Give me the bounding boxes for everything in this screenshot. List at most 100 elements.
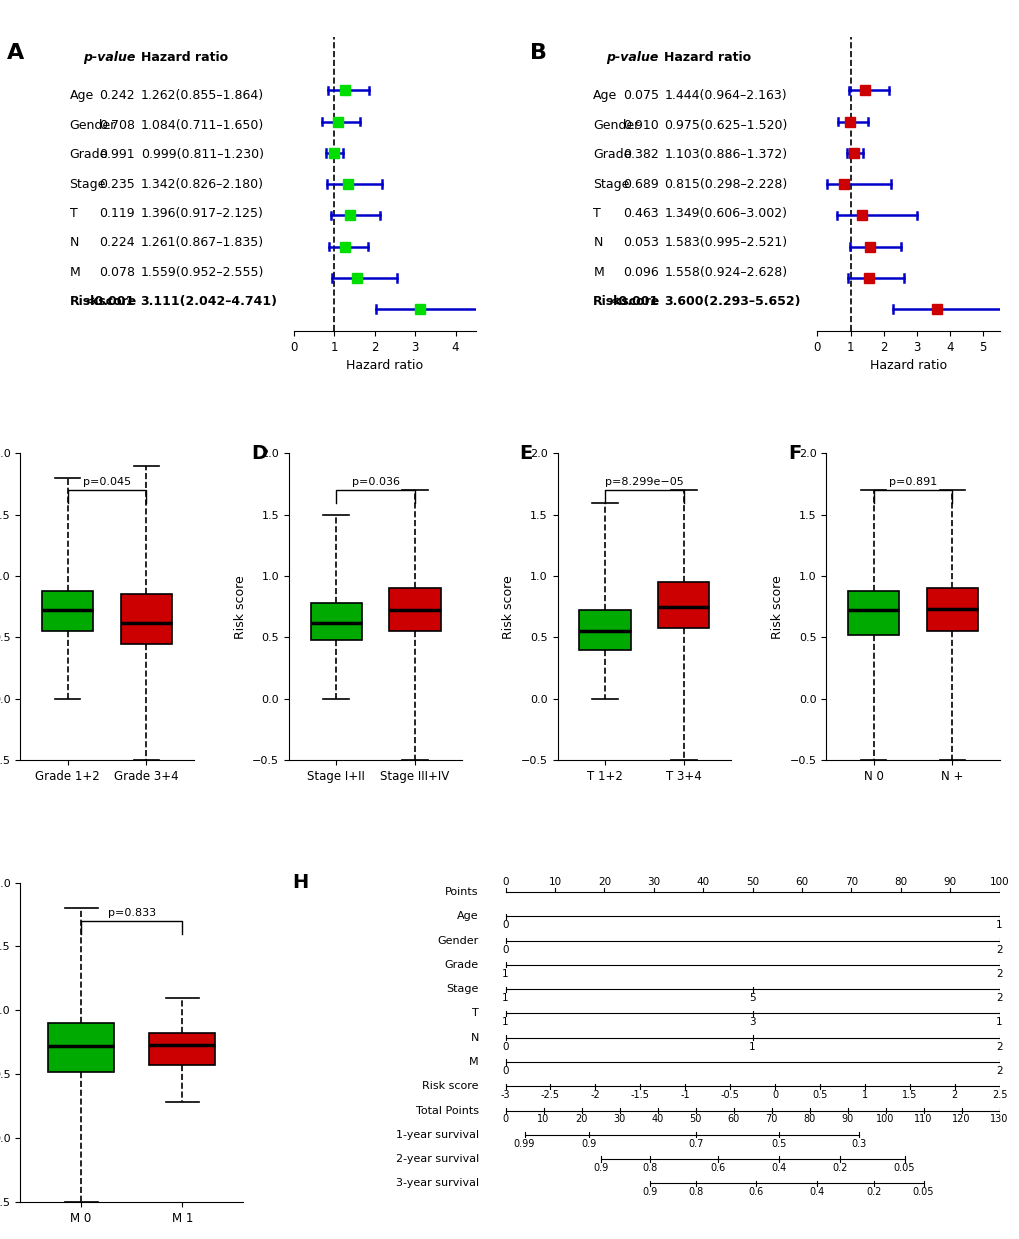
Text: 40: 40	[696, 877, 709, 887]
Text: Riskscore: Riskscore	[69, 295, 137, 309]
Text: 1: 1	[501, 969, 508, 979]
Text: 0.8: 0.8	[687, 1187, 702, 1197]
Text: 0.3: 0.3	[851, 1139, 866, 1149]
Text: Gender: Gender	[69, 119, 116, 131]
Text: 120: 120	[952, 1114, 970, 1124]
Text: 1.103(0.886–1.372): 1.103(0.886–1.372)	[663, 149, 787, 161]
Text: 0.9: 0.9	[592, 1163, 607, 1173]
Y-axis label: Risk score: Risk score	[233, 575, 247, 638]
Text: 40: 40	[651, 1114, 663, 1124]
Text: 0.6: 0.6	[710, 1163, 726, 1173]
Text: F: F	[788, 445, 801, 463]
PathPatch shape	[311, 603, 362, 639]
PathPatch shape	[847, 591, 899, 634]
Text: 100: 100	[875, 1114, 894, 1124]
Y-axis label: Risk score: Risk score	[770, 575, 784, 638]
Text: 30: 30	[647, 877, 659, 887]
Text: 0.9: 0.9	[642, 1187, 657, 1197]
Text: Gender: Gender	[593, 119, 639, 131]
Text: H: H	[291, 873, 308, 892]
Text: D: D	[251, 445, 267, 463]
Text: p=8.299e−05: p=8.299e−05	[604, 477, 683, 487]
Text: Stage: Stage	[69, 177, 106, 191]
Text: 0.235: 0.235	[99, 177, 136, 191]
PathPatch shape	[657, 582, 708, 628]
Text: 3.111(2.042–4.741): 3.111(2.042–4.741)	[141, 295, 277, 309]
Text: 0.4: 0.4	[770, 1163, 786, 1173]
Text: p-value: p-value	[606, 51, 658, 64]
Text: 10: 10	[548, 877, 561, 887]
Text: 1.444(0.964–2.163): 1.444(0.964–2.163)	[663, 89, 787, 103]
Text: 1: 1	[501, 1017, 508, 1027]
Text: 0.053: 0.053	[623, 237, 658, 249]
Text: -1.5: -1.5	[630, 1090, 649, 1100]
Text: 0.7: 0.7	[687, 1139, 702, 1149]
Text: 0.910: 0.910	[623, 119, 658, 131]
Text: 90: 90	[841, 1114, 853, 1124]
Text: 2.5: 2.5	[990, 1090, 1007, 1100]
Text: 0.2: 0.2	[832, 1163, 847, 1173]
Text: 2: 2	[996, 944, 1002, 954]
Text: 0.9: 0.9	[581, 1139, 596, 1149]
Text: 0.999(0.811–1.230): 0.999(0.811–1.230)	[141, 149, 263, 161]
Text: Grade: Grade	[593, 149, 631, 161]
Text: Grade: Grade	[69, 149, 108, 161]
Text: p=0.833: p=0.833	[108, 908, 156, 918]
Text: 90: 90	[943, 877, 956, 887]
Text: 0.991: 0.991	[100, 149, 136, 161]
Text: Riskscore: Riskscore	[593, 295, 660, 309]
Text: 80: 80	[894, 877, 907, 887]
Text: Age: Age	[593, 89, 616, 103]
Text: 0.242: 0.242	[100, 89, 136, 103]
Text: 0.05: 0.05	[912, 1187, 933, 1197]
Text: N: N	[470, 1033, 478, 1043]
Text: M: M	[469, 1057, 478, 1067]
Text: 0.8: 0.8	[642, 1163, 657, 1173]
Text: 0.815(0.298–2.228): 0.815(0.298–2.228)	[663, 177, 787, 191]
Text: 0.5: 0.5	[770, 1139, 786, 1149]
Text: Points: Points	[445, 887, 478, 897]
Text: 100: 100	[988, 877, 1009, 887]
Text: 1.349(0.606–3.002): 1.349(0.606–3.002)	[663, 207, 787, 219]
Text: 1.084(0.711–1.650): 1.084(0.711–1.650)	[141, 119, 264, 131]
PathPatch shape	[149, 1033, 215, 1066]
PathPatch shape	[120, 595, 172, 643]
Text: N: N	[69, 237, 78, 249]
Text: T: T	[472, 1009, 478, 1018]
PathPatch shape	[389, 589, 440, 631]
Text: 50: 50	[689, 1114, 701, 1124]
Text: 0.689: 0.689	[623, 177, 658, 191]
Text: 0.4: 0.4	[809, 1187, 824, 1197]
Text: -0.5: -0.5	[720, 1090, 739, 1100]
Text: 0: 0	[501, 1066, 508, 1075]
Text: 130: 130	[989, 1114, 1008, 1124]
Text: N: N	[593, 237, 602, 249]
Text: 1: 1	[996, 921, 1002, 930]
Text: 3-year survival: 3-year survival	[395, 1178, 478, 1188]
Text: 0.075: 0.075	[623, 89, 658, 103]
Text: 110: 110	[913, 1114, 931, 1124]
Text: Stage: Stage	[446, 984, 478, 994]
Text: 0.99: 0.99	[514, 1139, 535, 1149]
Text: 70: 70	[844, 877, 857, 887]
Text: A: A	[7, 43, 24, 63]
Text: 0: 0	[771, 1090, 777, 1100]
Text: 80: 80	[803, 1114, 815, 1124]
X-axis label: Hazard ratio: Hazard ratio	[869, 359, 947, 372]
Text: p=0.891: p=0.891	[888, 477, 936, 487]
Text: 10: 10	[537, 1114, 549, 1124]
Text: T: T	[593, 207, 600, 219]
Text: Gender: Gender	[437, 935, 478, 945]
PathPatch shape	[48, 1023, 114, 1072]
Text: Hazard ratio: Hazard ratio	[663, 51, 751, 64]
Text: 0.2: 0.2	[866, 1187, 881, 1197]
Text: 1.5: 1.5	[901, 1090, 916, 1100]
Text: 1.342(0.826–2.180): 1.342(0.826–2.180)	[141, 177, 263, 191]
Text: 0.708: 0.708	[99, 119, 136, 131]
Text: 1: 1	[501, 992, 508, 1004]
Text: Total Points: Total Points	[416, 1105, 478, 1115]
Text: T: T	[69, 207, 77, 219]
Text: 1.396(0.917–2.125): 1.396(0.917–2.125)	[141, 207, 263, 219]
Text: 2: 2	[996, 969, 1002, 979]
Text: 2: 2	[996, 992, 1002, 1004]
